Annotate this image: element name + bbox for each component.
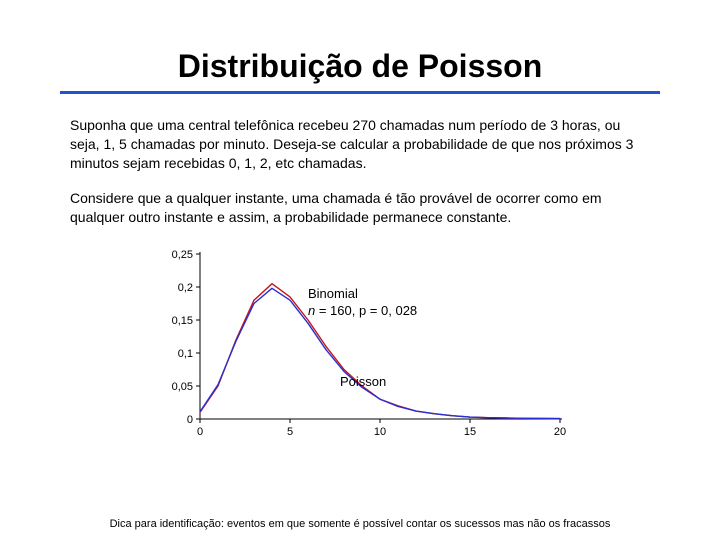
svg-text:10: 10 (374, 426, 386, 438)
chart-label-binomial-params: = 160, p = 0, 028 (315, 303, 417, 318)
svg-text:0,2: 0,2 (178, 282, 193, 294)
svg-text:0,05: 0,05 (172, 381, 193, 393)
footer-tip: Dica para identificação: eventos em que … (0, 518, 720, 530)
chart-label-binomial: Binomial n = 160, p = 0, 028 (308, 286, 417, 319)
svg-text:0,25: 0,25 (172, 249, 193, 261)
svg-text:0,1: 0,1 (178, 348, 193, 360)
paragraph-2: Considere que a qualquer instante, uma c… (70, 189, 650, 227)
chart-svg: 0 0,05 0,1 0,15 0,2 0,25 0 5 10 15 20 (150, 244, 570, 444)
page-title: Distribuição de Poisson (178, 48, 543, 85)
title-underline (60, 91, 660, 94)
chart-label-poisson: Poisson (340, 374, 386, 390)
chart-label-binomial-line1: Binomial (308, 286, 417, 302)
chart-label-binomial-line2: n = 160, p = 0, 028 (308, 303, 417, 319)
svg-text:20: 20 (554, 426, 566, 438)
svg-text:0: 0 (197, 426, 203, 438)
svg-text:5: 5 (287, 426, 293, 438)
svg-text:0: 0 (187, 414, 193, 426)
svg-text:0,15: 0,15 (172, 315, 193, 327)
paragraph-1: Suponha que uma central telefônica receb… (70, 116, 650, 173)
svg-text:15: 15 (464, 426, 476, 438)
poisson-chart: 0 0,05 0,1 0,15 0,2 0,25 0 5 10 15 20 Binomial n =… (150, 244, 570, 444)
